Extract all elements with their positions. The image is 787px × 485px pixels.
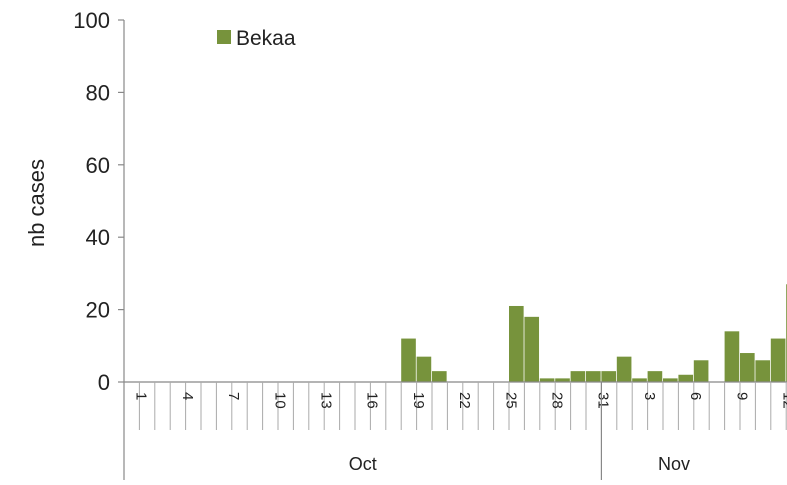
bar (632, 378, 647, 382)
bar (509, 305, 524, 382)
bar (724, 331, 740, 382)
y-tick-label: 100 (73, 8, 110, 33)
month-label: Oct (349, 454, 377, 474)
x-tick-label: 3 (641, 392, 658, 400)
y-tick-label: 40 (86, 225, 110, 250)
legend-swatch (217, 30, 231, 44)
month-label: Nov (658, 454, 690, 474)
bar (401, 338, 416, 382)
x-tick-label: 13 (318, 392, 335, 409)
bar (416, 356, 432, 382)
x-tick-label: 4 (179, 392, 196, 400)
x-tick-label: 31 (595, 392, 612, 409)
y-axis: 0 20 40 60 80 100 (73, 8, 125, 395)
x-tick-label: 25 (502, 392, 519, 409)
x-tick-label: 10 (271, 392, 288, 409)
x-axis: 1471013161922252831369121518OctNov (123, 381, 787, 480)
x-tick-label: 9 (733, 392, 750, 400)
x-tick-label: 6 (687, 392, 704, 400)
bar (678, 374, 694, 382)
bar (601, 371, 617, 382)
bars (401, 284, 787, 382)
legend: Bekaa (217, 27, 296, 50)
x-tick-label: 12 (780, 392, 787, 409)
y-tick-label: 60 (86, 153, 110, 178)
y-tick-label: 80 (86, 80, 110, 105)
y-tick-label: 0 (98, 370, 110, 395)
bar (432, 371, 447, 382)
bar (770, 338, 786, 382)
x-tick-label: 22 (456, 392, 473, 409)
bar (755, 360, 771, 382)
x-tick-label: 7 (225, 392, 242, 400)
x-tick-label: 28 (549, 392, 566, 409)
bar (555, 378, 570, 382)
x-tick-label: 19 (410, 392, 427, 409)
bar (740, 353, 755, 382)
bar (616, 356, 632, 382)
y-tick-label: 20 (86, 298, 110, 323)
y-axis-label: nb cases (24, 159, 49, 247)
x-tick-label: 16 (364, 392, 381, 409)
bar (647, 371, 663, 382)
bar (539, 378, 555, 382)
bar (524, 316, 540, 382)
legend-label: Bekaa (236, 27, 296, 50)
bar (663, 378, 678, 382)
bar (570, 371, 586, 382)
x-tick-label: 1 (133, 392, 150, 400)
bar (586, 371, 601, 382)
bar (693, 360, 709, 382)
